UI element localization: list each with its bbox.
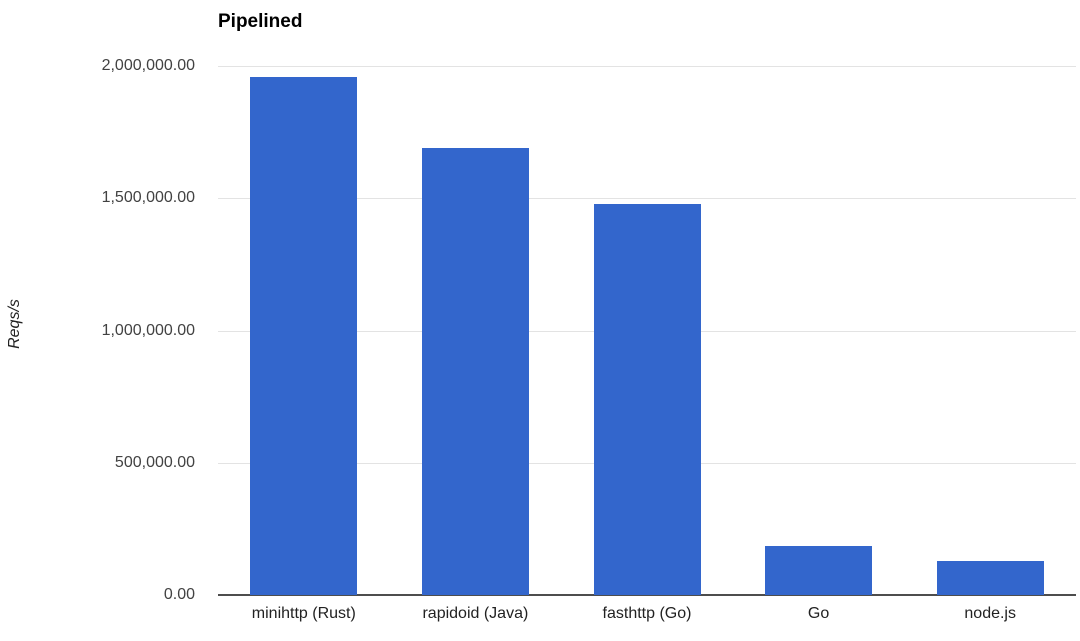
chart-title: Pipelined (218, 11, 303, 32)
x-axis-line (218, 594, 1076, 596)
y-tick-label: 500,000.00 (114, 453, 195, 471)
x-tick-label: Go (807, 605, 830, 622)
x-tick-label: rapidoid (Java) (422, 605, 529, 622)
bar (936, 561, 1044, 595)
gridline (218, 198, 1076, 200)
bar (765, 546, 873, 595)
bar (250, 76, 358, 595)
y-tick-label: 1,000,000.00 (101, 321, 195, 339)
x-tick-label: minihttp (Rust) (251, 605, 356, 622)
x-tick-label: node.js (964, 605, 1016, 622)
plot-area (218, 66, 1076, 596)
y-tick-label: 0.00 (163, 586, 195, 603)
bar (593, 203, 701, 595)
y-tick-label: 2,000,000.00 (101, 57, 195, 74)
gridline (218, 66, 1076, 67)
bar (421, 148, 529, 595)
y-tick-label: 1,500,000.00 (101, 189, 195, 207)
x-tick-label: fasthttp (Go) (602, 605, 692, 622)
